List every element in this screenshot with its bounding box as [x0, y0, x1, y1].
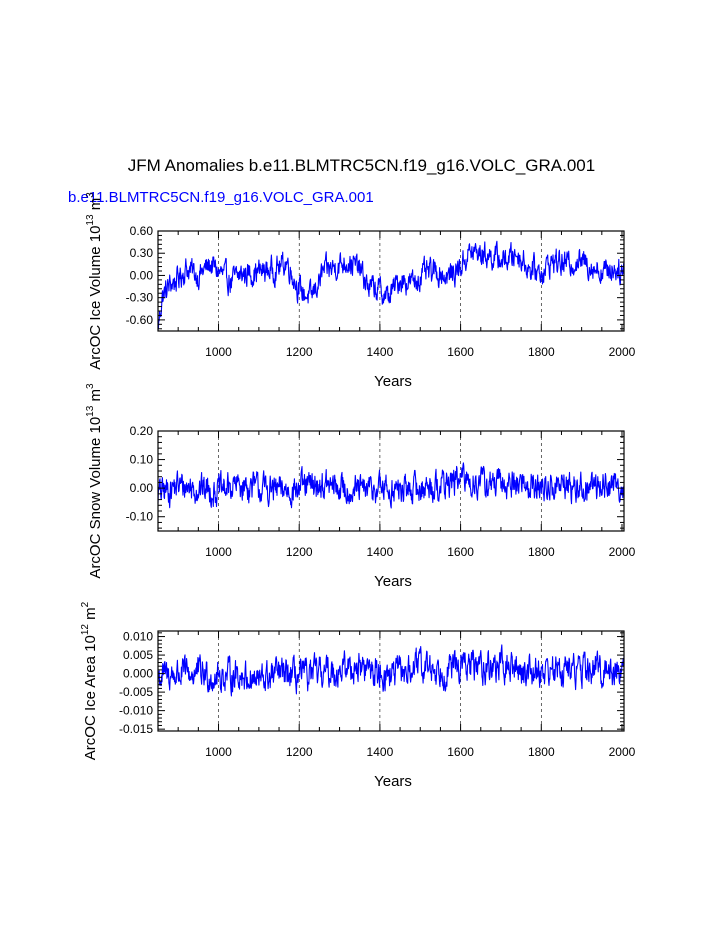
chart-title: JFM Anomalies b.e11.BLMTRC5CN.f19_g16.VO…	[127, 156, 596, 175]
y-axis-title-part: 13	[85, 405, 96, 417]
y-tick-label: 0.005	[123, 648, 153, 662]
x-tick-label: 1800	[528, 545, 555, 559]
y-axis-title-part: ArcOC Ice Volume 10	[87, 226, 104, 370]
series-line-ice-area	[157, 644, 625, 697]
x-tick-label: 1000	[205, 545, 232, 559]
x-axis-title: Years	[374, 373, 412, 390]
series-line-snow-volume	[157, 462, 625, 509]
y-axis-title: ArcOC Ice Area 1012 m2	[80, 601, 99, 760]
y-axis-title-part: 2	[80, 601, 91, 607]
y-tick-label: 0.20	[130, 424, 154, 438]
x-tick-label: 1600	[447, 545, 474, 559]
y-axis-title-part: m	[82, 607, 99, 624]
x-tick-label: 1600	[447, 345, 474, 359]
y-axis-title-part: ArcOC Snow Volume 10	[87, 417, 104, 579]
y-axis-title-part: 3	[85, 383, 96, 389]
y-axis-title-part: 3	[85, 192, 96, 198]
y-tick-label: -0.015	[119, 722, 153, 736]
panel-ice-volume: 1000 1200 1400 1600 1800 2000 -0.60 -0.30 0.00 0.…	[85, 192, 636, 390]
y-tick-label: -0.10	[126, 510, 154, 524]
x-tick-label: 1800	[528, 745, 555, 759]
y-tick-label: 0.00	[130, 268, 154, 282]
y-tick-label: 0.10	[130, 453, 154, 467]
x-tick-label: 1800	[528, 345, 555, 359]
x-tick-label: 2000	[609, 345, 636, 359]
y-axis-title: ArcOC Ice Volume 1013 m3	[85, 192, 104, 370]
y-tick-label: 0.000	[123, 667, 153, 681]
panel-ice-area: 1000 1200 1400 1600 1800 2000 -0.015 -0.010 -0.0…	[80, 601, 636, 790]
x-tick-label: 1200	[286, 545, 313, 559]
x-tick-label: 1000	[205, 745, 232, 759]
plot-frame	[157, 230, 625, 332]
x-tick-label: 1400	[367, 345, 394, 359]
y-axis-title: ArcOC Snow Volume 1013 m3	[85, 383, 104, 579]
x-tick-label: 2000	[609, 745, 636, 759]
x-tick-label: 2000	[609, 545, 636, 559]
y-tick-label: 0.00	[130, 481, 154, 495]
y-tick-label: -0.60	[126, 313, 154, 327]
x-tick-label: 1200	[286, 745, 313, 759]
chart-subtitle: b.e11.BLMTRC5CN.f19_g16.VOLC_GRA.001	[68, 189, 374, 206]
series-line-ice-volume	[157, 240, 625, 330]
y-tick-label: -0.010	[119, 704, 153, 718]
panel-snow-volume: 1000 1200 1400 1600 1800 2000 -0.10 0.00 0.10 0.2…	[85, 383, 636, 590]
y-tick-label: -0.30	[126, 291, 154, 305]
y-axis-title-part: 12	[80, 624, 91, 636]
y-axis-title-part: m	[87, 198, 104, 215]
y-axis-title-part: ArcOC Ice Area 10	[82, 635, 99, 760]
y-axis-title-part: m	[87, 389, 104, 406]
x-tick-label: 1200	[286, 345, 313, 359]
y-axis-title-part: 13	[85, 214, 96, 226]
x-tick-label: 1400	[367, 545, 394, 559]
x-tick-label: 1600	[447, 745, 474, 759]
y-tick-label: 0.30	[130, 246, 154, 260]
x-tick-label: 1000	[205, 345, 232, 359]
y-tick-label: -0.005	[119, 685, 153, 699]
x-tick-label: 1400	[367, 745, 394, 759]
y-tick-label: 0.60	[130, 224, 154, 238]
x-axis-title: Years	[374, 573, 412, 590]
plot-frame	[157, 430, 625, 532]
y-tick-label: 0.010	[123, 630, 153, 644]
x-axis-title: Years	[374, 773, 412, 790]
